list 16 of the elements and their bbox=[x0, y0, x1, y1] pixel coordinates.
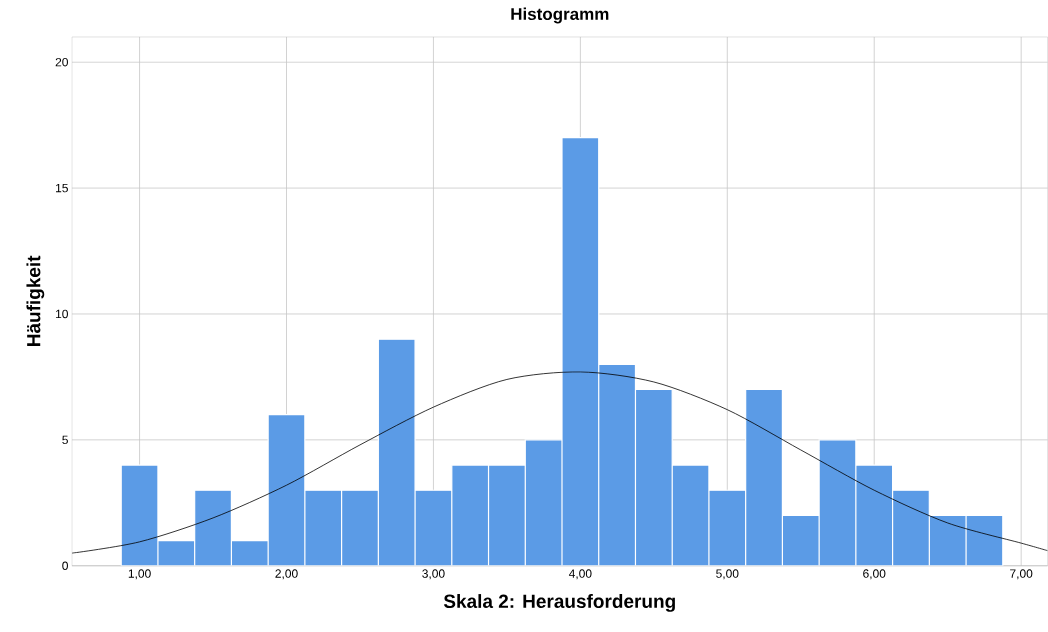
y-tick-label: 15 bbox=[56, 184, 68, 193]
x-tick-label: 2,00 bbox=[275, 569, 298, 580]
line-series bbox=[71, 371, 1048, 554]
x-tick-label: 6,00 bbox=[863, 569, 886, 580]
x-tick-label: 3,00 bbox=[422, 569, 445, 580]
x-axis-title: Skala 2: Herausforderung bbox=[443, 594, 675, 612]
y-tick-label: 20 bbox=[55, 58, 68, 67]
x-tick-label: 4,00 bbox=[568, 569, 592, 580]
y-tick-label: 5 bbox=[62, 435, 68, 445]
x-tick-label: 1,00 bbox=[128, 569, 151, 580]
chart-title: Histogramm bbox=[511, 7, 609, 24]
y-tick-label: 10 bbox=[56, 309, 68, 319]
y-tick-label: 0 bbox=[62, 561, 68, 571]
x-tick-label: 7,00 bbox=[1010, 569, 1033, 580]
x-tick-label: 5,00 bbox=[716, 569, 739, 580]
y-axis-title: Häufigkeit bbox=[26, 255, 45, 347]
